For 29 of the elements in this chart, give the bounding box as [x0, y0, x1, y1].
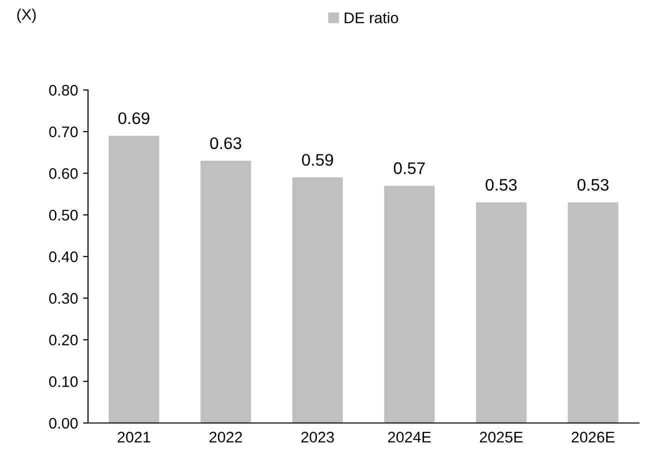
- data-label: 0.69: [118, 112, 150, 124]
- y-tick-label: 0.30: [49, 292, 78, 304]
- bar: [568, 202, 618, 423]
- y-tick-label: 0.80: [49, 84, 78, 96]
- y-tick-label: 0.70: [49, 126, 78, 138]
- bar: [384, 186, 435, 423]
- x-tick-label: 2026E: [572, 432, 614, 443]
- legend-label: DE ratio: [344, 12, 398, 24]
- y-tick-label: 0.60: [49, 168, 78, 179]
- x-tick-label: 2025E: [480, 432, 523, 443]
- data-label: 0.63: [210, 137, 242, 150]
- x-tick-label: 2021: [118, 432, 150, 443]
- bar: [476, 202, 526, 423]
- y-tick-label: 0.20: [49, 334, 78, 346]
- x-tick-label: 2024E: [388, 432, 431, 443]
- x-tick-label: 2023: [301, 432, 334, 443]
- data-label: 0.53: [577, 178, 609, 191]
- y-axis-title: (X): [17, 8, 36, 23]
- x-tick-label: 2022: [210, 432, 242, 443]
- bar: [108, 136, 160, 423]
- data-label: 0.57: [394, 162, 425, 174]
- data-label: 0.59: [302, 154, 334, 166]
- bar: [200, 160, 252, 423]
- y-tick-label: 0.50: [49, 210, 78, 221]
- y-tick-label: 0.00: [49, 418, 78, 429]
- y-tick-label: 0.10: [49, 376, 78, 388]
- data-label: 0.53: [486, 178, 517, 191]
- y-tick-label: 0.40: [49, 251, 78, 262]
- bar: [292, 177, 343, 423]
